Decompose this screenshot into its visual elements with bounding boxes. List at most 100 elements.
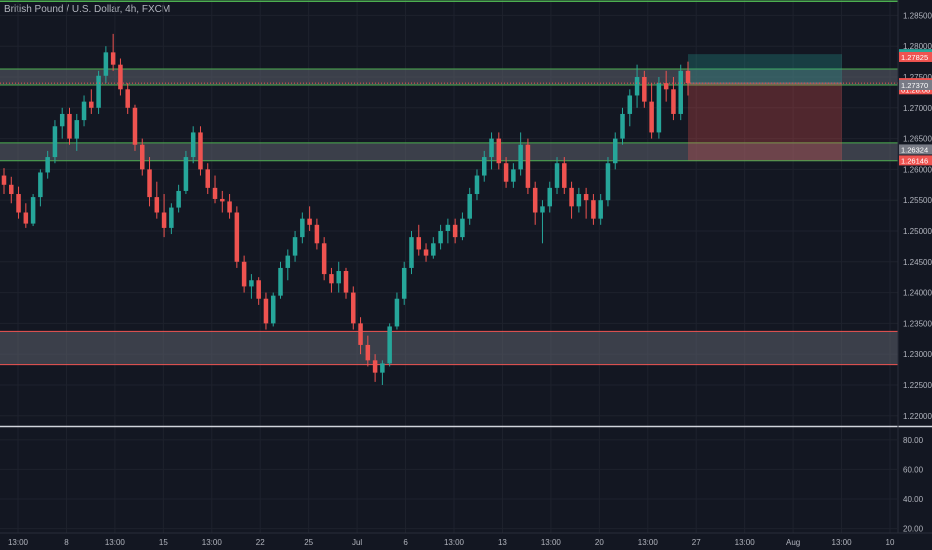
candle-body: [292, 237, 298, 256]
candle-body: [431, 243, 436, 256]
candle-body: [547, 187, 553, 207]
candle-body: [314, 224, 320, 244]
candle-body: [307, 218, 312, 225]
price-tick-label: 1.25500: [903, 196, 932, 205]
candle-body: [511, 169, 516, 182]
time-tick-label: 25: [304, 538, 313, 547]
price-tick-label: 1.22000: [903, 412, 932, 421]
candle-body: [176, 190, 181, 208]
price-label-box: [899, 155, 932, 166]
candle-body: [685, 70, 691, 84]
price-tick-label: 1.27500: [903, 73, 932, 82]
candle-body: [183, 157, 189, 191]
candle-body: [125, 89, 130, 108]
candle-body: [365, 344, 371, 361]
candle-body: [190, 132, 196, 158]
price-tick-label: 1.23000: [903, 350, 932, 359]
candle-body: [67, 113, 72, 139]
candle-body: [569, 187, 574, 207]
candle-body: [16, 194, 21, 213]
oscillator-tick-label: 20.00: [903, 525, 924, 534]
candle-body: [74, 120, 80, 139]
candle-body: [678, 70, 683, 114]
candle-body: [205, 169, 211, 188]
time-tick-label: 10: [886, 538, 895, 547]
price-tick-label: 1.26500: [903, 135, 932, 144]
candle-body: [605, 163, 611, 201]
time-tick-label: 13:00: [638, 538, 659, 547]
time-tick-label: 13:00: [202, 538, 223, 547]
candle-body: [132, 107, 138, 145]
time-tick-label: 6: [403, 538, 408, 547]
candle-body: [270, 295, 276, 324]
candle-body: [474, 175, 480, 195]
time-tick-label: 13:00: [541, 538, 562, 547]
candle-body: [671, 89, 676, 114]
candle-body: [147, 169, 152, 198]
price-label-box: [899, 144, 932, 155]
candle-body: [380, 363, 385, 373]
candle-body: [118, 64, 123, 90]
candle-body: [394, 298, 400, 327]
time-tick-label: 13: [498, 538, 507, 547]
time-tick-label: Jul: [352, 538, 362, 547]
candle-body: [496, 138, 502, 164]
time-tick-label: 13:00: [8, 538, 29, 547]
candle-body: [642, 76, 647, 102]
price-tick-label: 1.22500: [903, 381, 932, 390]
candle-body: [169, 207, 174, 228]
candle-body: [278, 267, 283, 296]
price-tick-label: 1.26000: [903, 165, 932, 174]
candle-body: [212, 187, 218, 199]
candle-body: [198, 132, 203, 170]
candle-body: [387, 326, 392, 364]
candle-body: [598, 200, 603, 219]
time-tick-label: 13:00: [105, 538, 126, 547]
candle-body: [285, 255, 291, 268]
candle-body: [45, 157, 50, 173]
candle-body: [249, 280, 254, 287]
candle-body: [620, 113, 625, 139]
candle-body: [96, 75, 101, 108]
time-tick-label: 27: [692, 538, 701, 547]
price-tick-label: 1.28500: [903, 11, 932, 20]
candle-body: [103, 52, 109, 76]
oscillator-tick-label: 40.00: [903, 495, 924, 504]
candle-body: [583, 194, 589, 201]
candle-body: [518, 144, 523, 170]
candle-body: [562, 163, 567, 188]
candle-body: [576, 194, 582, 207]
candle-body: [336, 271, 341, 284]
candle-body: [300, 218, 305, 238]
candle-body: [23, 212, 29, 224]
candle-body: [161, 212, 167, 228]
candle-body: [634, 76, 640, 96]
candle-body: [52, 126, 58, 158]
candle-body: [256, 280, 261, 299]
candle-body: [438, 230, 443, 244]
price-tick-label: 1.25000: [903, 227, 932, 236]
position-loss-area: [688, 83, 842, 161]
time-tick-label: 22: [256, 538, 265, 547]
candle-body: [489, 138, 494, 158]
candle-body: [612, 138, 618, 164]
candle-body: [38, 172, 43, 198]
price-tick-label: 1.27000: [903, 104, 932, 113]
candle-body: [1, 175, 7, 185]
support-zone-low: [0, 331, 898, 365]
time-tick-label: 8: [64, 538, 69, 547]
candle-body: [503, 163, 509, 182]
price-label-text: 1.27370: [901, 81, 928, 90]
position-profit-area: [688, 54, 842, 84]
candle-body: [423, 249, 429, 256]
candle-body: [139, 144, 145, 170]
candle-body: [554, 163, 560, 188]
candle-body: [532, 187, 538, 213]
candle-body: [343, 271, 349, 293]
candle-body: [321, 243, 327, 275]
time-tick-label: Aug: [786, 538, 800, 547]
time-tick-label: 13:00: [444, 538, 465, 547]
candle-body: [110, 52, 116, 65]
price-tick-label: 1.23500: [903, 319, 932, 328]
